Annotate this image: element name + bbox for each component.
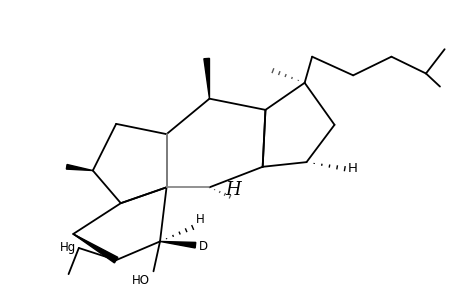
Polygon shape xyxy=(160,242,196,248)
Text: D: D xyxy=(199,240,208,253)
Polygon shape xyxy=(73,234,118,263)
Text: H: H xyxy=(195,213,204,226)
Text: H: H xyxy=(347,162,357,175)
Polygon shape xyxy=(203,58,209,99)
Text: Hg: Hg xyxy=(60,242,76,254)
Polygon shape xyxy=(66,164,93,170)
Text: H: H xyxy=(224,181,240,199)
Text: HO: HO xyxy=(131,274,150,287)
